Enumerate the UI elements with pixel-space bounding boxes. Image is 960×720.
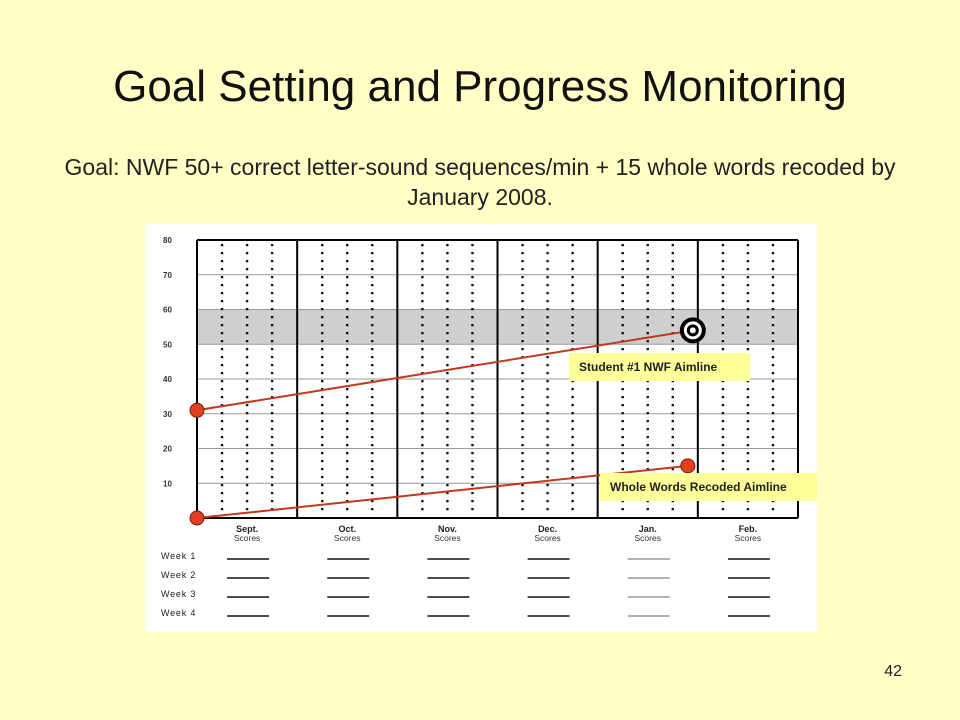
y-tick-label: 20 [163,445,172,454]
aimline-point [680,458,696,474]
month-label: Sept. [236,524,258,534]
month-label: Feb. [739,524,758,534]
callout-whole-words-aimline-box [600,473,817,501]
month-scores-label: Scores [434,533,460,543]
callout-whole-words-aimline-text: Whole Words Recoded Aimline [610,480,787,494]
slide-subtitle: Goal: NWF 50+ correct letter-sound seque… [64,154,896,210]
y-tick-label: 80 [163,236,172,245]
progress-chart-panel: 10 20 30 40 50 60 70 80 Sept. Scores Oct. Scores Nov… [145,224,817,632]
week-label: Week 4 [161,608,196,618]
month-scores-label: Scores [534,533,560,543]
callout-nwf-aimline-box [569,353,750,381]
month-label: Jan. [639,524,657,534]
aimline-point [189,510,205,526]
progress-chart: 1020304050607080Sept.ScoresOct.ScoresNov… [161,236,817,618]
month-label: Oct. [338,524,356,534]
week-label: Week 2 [161,570,196,580]
y-tick-label: 50 [163,340,172,349]
y-tick-label: 70 [163,271,172,280]
month-label: Nov. [438,524,457,534]
slide-title: Goal Setting and Progress Monitoring [113,62,847,111]
y-tick-label: 40 [163,375,172,384]
callout-nwf-aimline-text: Student #1 NWF Aimline [579,360,718,374]
aimline-point [189,402,205,418]
y-tick-label: 10 [163,479,172,488]
y-tick-label: 30 [163,410,172,419]
month-label: Dec. [538,524,557,534]
week-label: Week 1 [161,551,196,561]
y-tick-label: 60 [163,306,172,315]
page-number: 42 [884,663,902,680]
month-scores-label: Scores [635,533,661,543]
week-label: Week 3 [161,589,196,599]
goal-target-center [689,327,696,334]
month-scores-label: Scores [735,533,761,543]
month-scores-label: Scores [234,533,260,543]
month-scores-label: Scores [334,533,360,543]
aimline-1 [196,329,693,412]
